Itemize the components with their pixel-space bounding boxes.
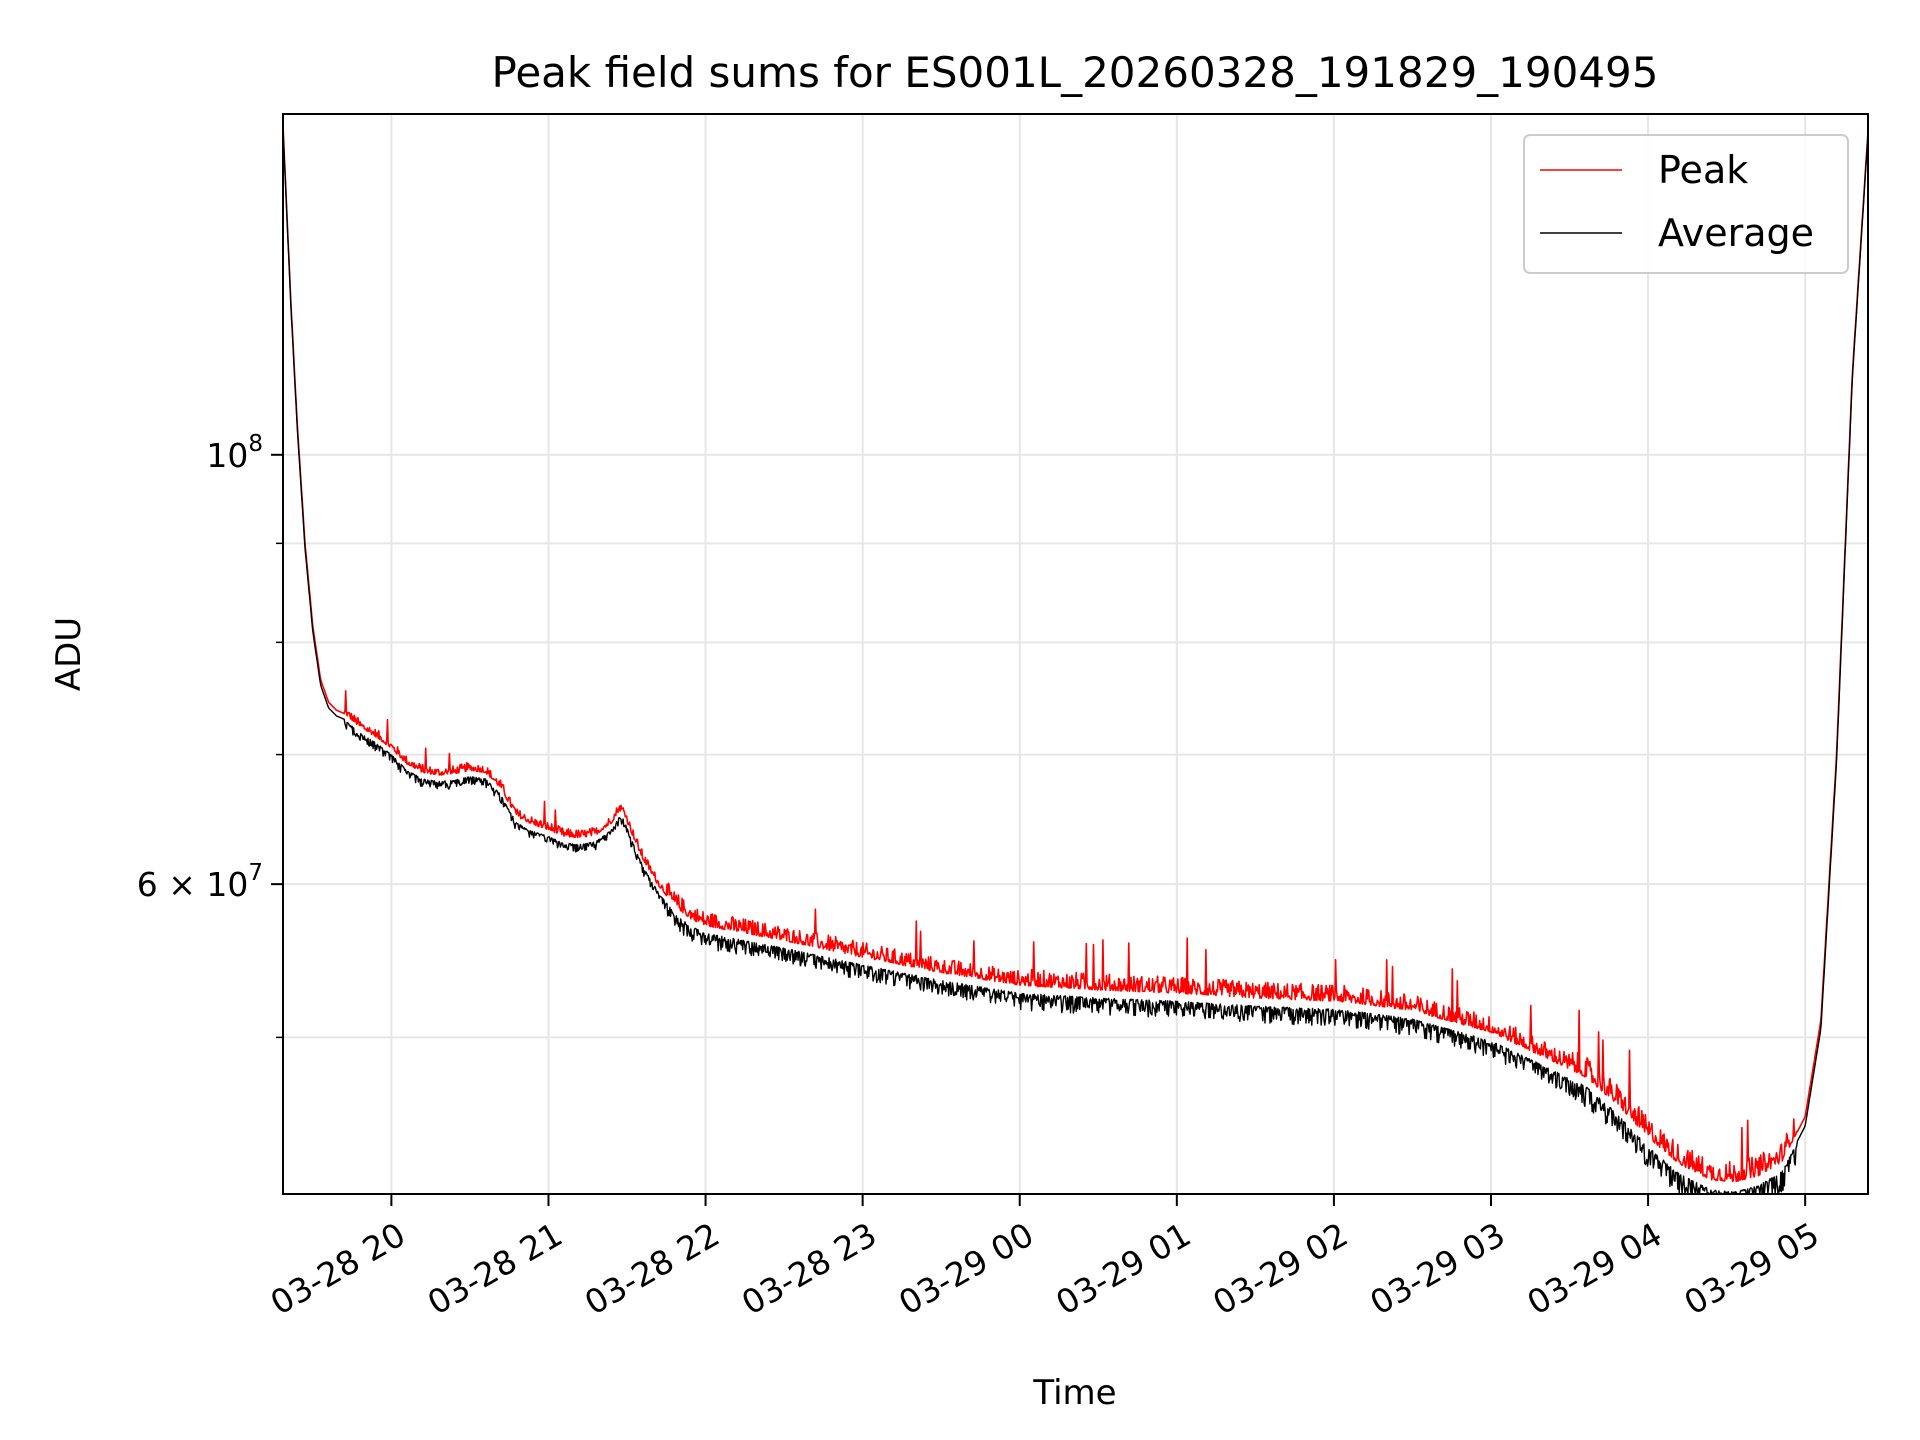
series-line-peak	[282, 125, 1869, 1183]
chart-title: Peak field sums for ES001L_20260328_1918…	[492, 48, 1659, 97]
plot-frame	[282, 113, 1869, 1195]
x-axis-label: Time	[1032, 1373, 1116, 1413]
y-axis-label: ADU	[49, 617, 89, 691]
y-tick-label: 6 × 107	[137, 860, 263, 904]
plot-area	[283, 114, 1868, 1194]
series-layer	[282, 125, 1869, 1195]
y-tick-label: 108	[206, 431, 263, 475]
legend-peak-label: Peak	[1658, 148, 1748, 192]
grid	[283, 114, 1868, 1194]
legend-average-label: Average	[1658, 211, 1814, 255]
series-line-average	[282, 128, 1869, 1195]
legend: Peak Average	[1523, 134, 1849, 274]
